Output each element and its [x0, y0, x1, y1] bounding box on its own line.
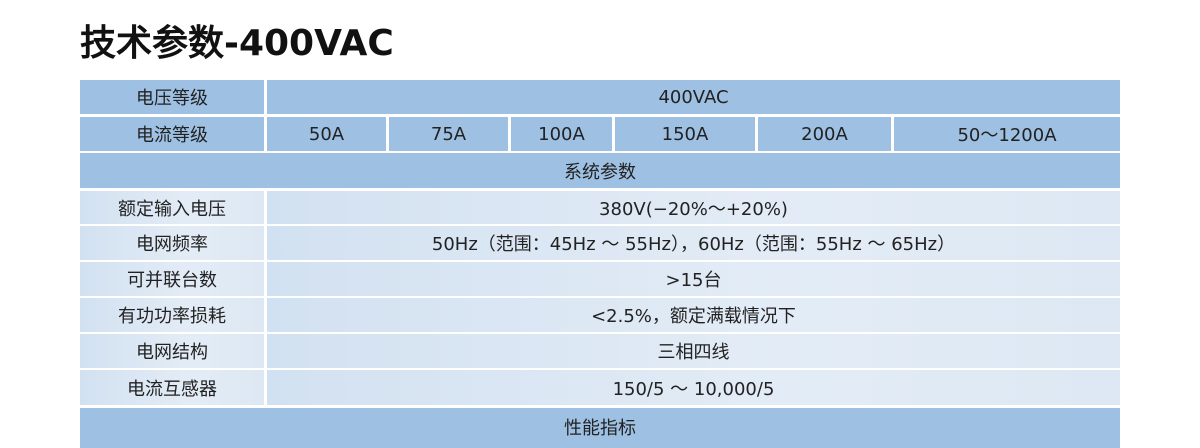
param-row: 额定输入电压 380V(−20%～+20%): [80, 191, 1120, 224]
voltage-level-row: 电压等级 400VAC: [80, 80, 1120, 114]
current-value: 50～1200A: [894, 117, 1120, 151]
section-title: 系统参数: [80, 153, 1120, 188]
current-level-row: 电流等级 50A 75A 100A 150A 200A 50～1200A: [80, 117, 1120, 151]
param-row: 电流互感器 150/5 ～ 10,000/5: [80, 370, 1120, 405]
current-value: 100A: [511, 117, 612, 151]
row-value: 50Hz（范围：45Hz ～ 55Hz），60Hz（范围：55Hz ～ 65Hz…: [267, 226, 1120, 260]
param-row: 电网结构 三相四线: [80, 334, 1120, 368]
row-label: 有功功率损耗: [80, 298, 264, 332]
row-label: 可并联台数: [80, 262, 264, 296]
param-row: 有功功率损耗 <2.5%，额定满载情况下: [80, 298, 1120, 332]
section-title: 性能指标: [80, 408, 1120, 448]
row-value: 380V(−20%～+20%): [267, 191, 1120, 224]
row-value: 400VAC: [267, 80, 1120, 114]
section-header: 性能指标: [80, 408, 1120, 448]
row-label: 电压等级: [80, 80, 264, 114]
row-label: 电网频率: [80, 226, 264, 260]
row-value: >15台: [267, 262, 1120, 296]
row-value: 150/5 ～ 10,000/5: [267, 370, 1120, 405]
row-label: 额定输入电压: [80, 191, 264, 224]
row-label: 电流等级: [80, 117, 264, 151]
current-value: 75A: [389, 117, 508, 151]
row-value: 三相四线: [267, 334, 1120, 368]
param-row: 可并联台数 >15台: [80, 262, 1120, 296]
page-title: 技术参数-400VAC: [80, 23, 394, 64]
row-label: 电流互感器: [80, 370, 264, 405]
section-header: 系统参数: [80, 153, 1120, 188]
row-value: <2.5%，额定满载情况下: [267, 298, 1120, 332]
current-value: 50A: [267, 117, 386, 151]
current-value: 150A: [615, 117, 755, 151]
param-row: 电网频率 50Hz（范围：45Hz ～ 55Hz），60Hz（范围：55Hz ～…: [80, 226, 1120, 260]
current-value: 200A: [758, 117, 891, 151]
row-label: 电网结构: [80, 334, 264, 368]
